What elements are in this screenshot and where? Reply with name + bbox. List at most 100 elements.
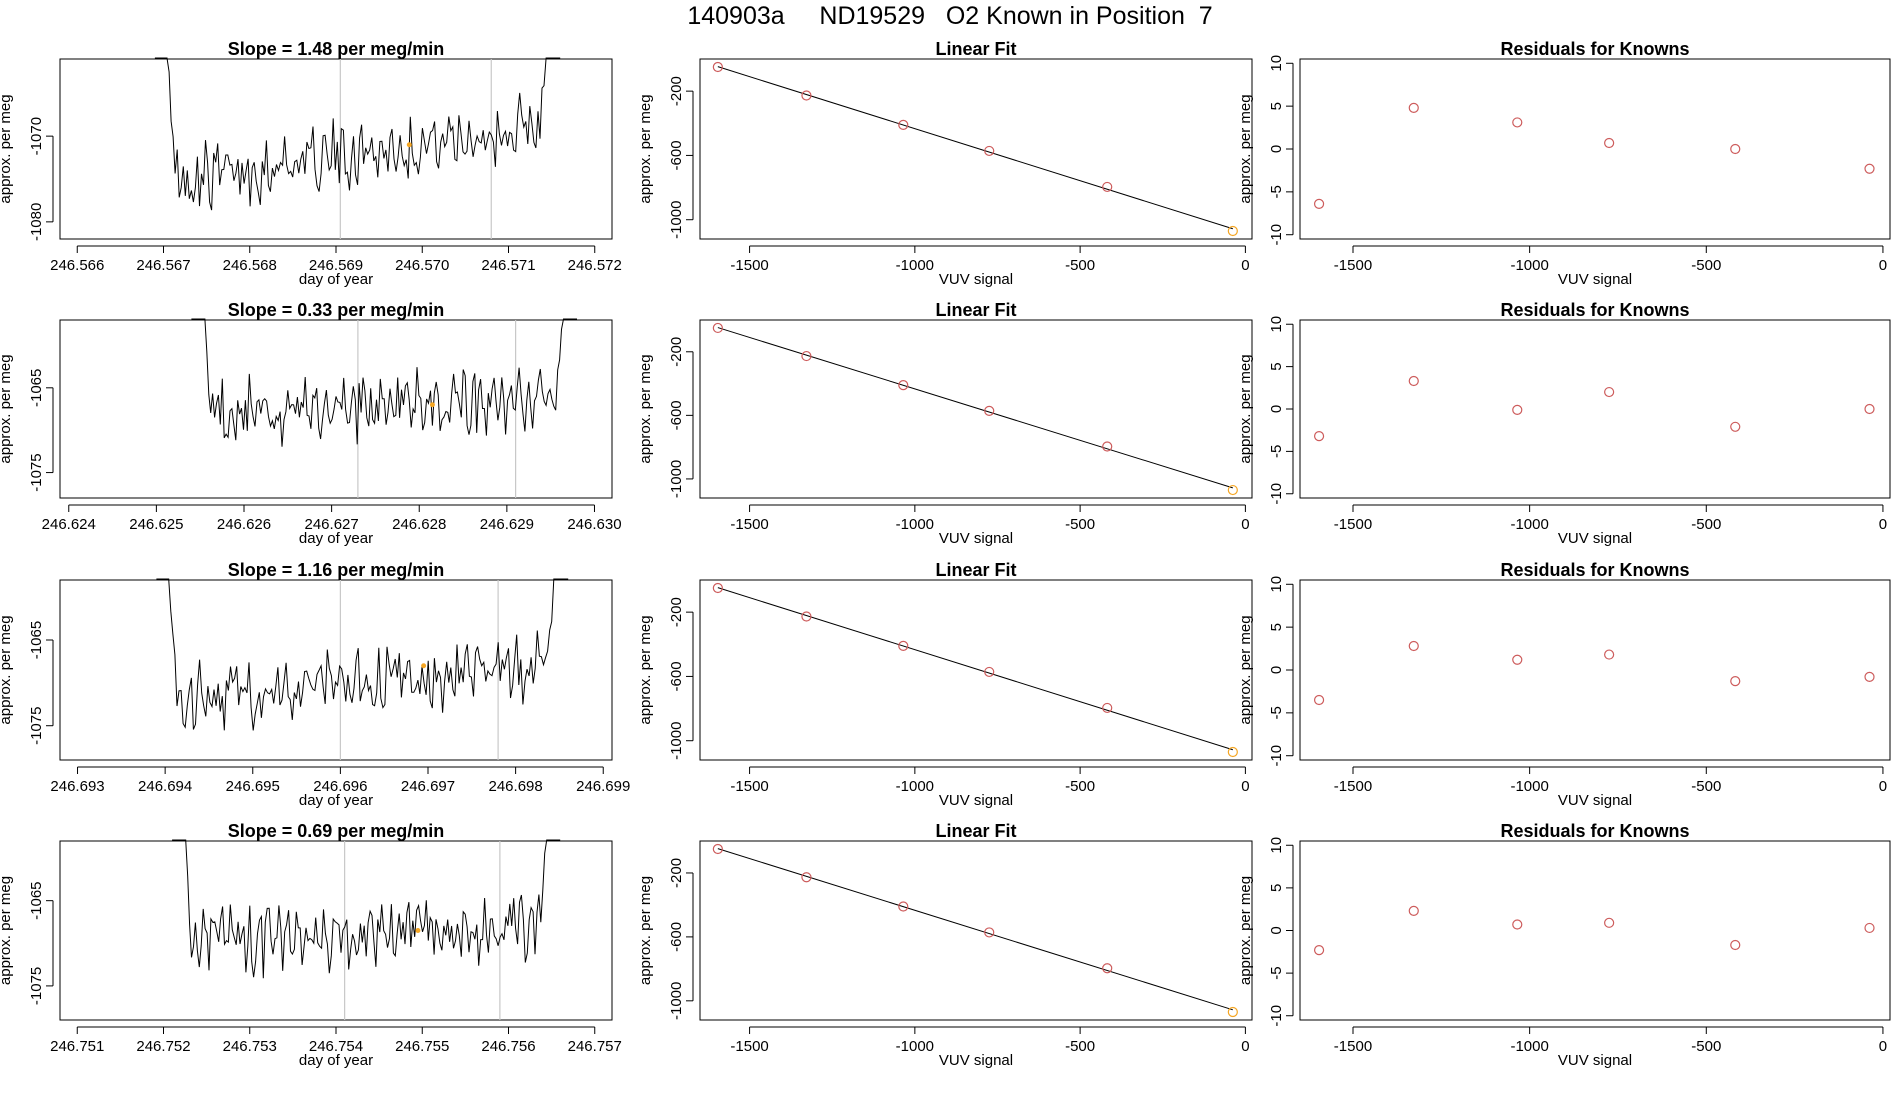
panel-4-2-y-axis-label: approx. per meg — [637, 876, 654, 985]
panel-2-2-data-point — [1102, 441, 1113, 452]
panel-3-1-x-tick-label: 246.696 — [313, 778, 367, 795]
panel-4-3-title: Residuals for Knowns — [1500, 821, 1689, 841]
panel-3-1-x-tick-label: 246.698 — [489, 778, 543, 795]
panel-3-3-y-tick-label: -5 — [1268, 706, 1285, 719]
panel-3-1-x-tick-label: 246.699 — [576, 778, 630, 795]
panel-1-2-x-tick-label: -1000 — [896, 257, 934, 274]
panel-1-2-x-tick-label: -500 — [1065, 257, 1095, 274]
panel-4-2-title: Linear Fit — [935, 821, 1016, 841]
panel-3-3-x-tick-label: -1500 — [1334, 778, 1372, 795]
panel-1-2-x-tick-label: 0 — [1241, 257, 1249, 274]
panel-4-1-x-tick-label: 246.756 — [481, 1038, 535, 1055]
panel-2-2-x-axis-label: VUV signal — [939, 530, 1013, 547]
panel-1-3-y-tick-label: -5 — [1268, 185, 1285, 198]
panel-3-1-y-tick-label: -1075 — [28, 707, 45, 745]
panel-1-1-x-tick-label: 246.570 — [395, 257, 449, 274]
panel-1-2-data-point — [712, 61, 723, 73]
panel-2-2-y-axis-label: approx. per meg — [637, 354, 654, 463]
panel-2-1-y-axis-label: approx. per meg — [0, 354, 14, 463]
panel-3-1-x-axis-label: day of year — [299, 792, 373, 809]
panel-4-1-x-tick-label: 246.754 — [309, 1038, 363, 1055]
panel-3-3-x-tick-label: -1000 — [1510, 778, 1548, 795]
panel-4-2-x-axis-label: VUV signal — [939, 1052, 1013, 1069]
panel-1-1-y-tick-label: -1080 — [28, 203, 45, 241]
panel-1-2-x-axis-label: VUV signal — [939, 271, 1013, 288]
panel-1-2-title: Linear Fit — [935, 39, 1016, 59]
panel-2-3-data-point — [1604, 386, 1615, 398]
panel-4-1-x-tick-label: 246.757 — [568, 1038, 622, 1055]
panel-1-3-data-point — [1604, 137, 1615, 149]
panel-4-1-x-tick-label: 246.755 — [395, 1038, 449, 1055]
panel-3-2-y-tick-label: -200 — [668, 597, 685, 627]
panel-1-1-x-tick-label: 246.571 — [481, 257, 535, 274]
panel-4-3-data-point — [1313, 945, 1325, 956]
panel-3-3-y-tick-label: -10 — [1268, 745, 1285, 767]
panel-1-3-x-tick-label: -1500 — [1334, 257, 1372, 274]
panel-1-1-x-tick-label: 246.568 — [223, 257, 277, 274]
panel-1-3-data-point — [1512, 117, 1523, 128]
panel-3-2-data-point — [1227, 746, 1238, 758]
panel-1-3-x-tick-label: 0 — [1879, 257, 1887, 274]
panel-4-3-y-tick-label: -5 — [1268, 966, 1285, 979]
panel-1-3-y-tick-label: -10 — [1268, 224, 1285, 246]
panel-1-2-y-tick-label: -600 — [668, 140, 685, 170]
panel-1-3-x-axis-label: VUV signal — [1558, 271, 1632, 288]
panel-4-3-data-point — [1512, 919, 1523, 930]
panel-3-3-y-tick-label: 5 — [1268, 623, 1285, 631]
panel-2-2-data-point — [1227, 484, 1238, 496]
panel-4-3-y-axis-label: approx. per meg — [1237, 876, 1254, 985]
panel-2-1-x-tick-label: 246.627 — [305, 516, 359, 533]
panel-2-2-y-tick-label: -200 — [668, 337, 685, 367]
panel-3-3-data-point — [1313, 694, 1325, 706]
panel-3-1-y-tick-label: -1065 — [28, 621, 45, 659]
panel-3-1-x-tick-label: 246.693 — [50, 778, 104, 795]
panel-2-1-x-axis-label: day of year — [299, 530, 373, 547]
panel-3-2-x-tick-label: 0 — [1241, 778, 1249, 795]
panel-3-1-trace-line — [156, 578, 569, 731]
panel-2-2-x-tick-label: 0 — [1241, 516, 1249, 533]
panel-4-1-x-tick-label: 246.753 — [223, 1038, 277, 1055]
panel-1-1-x-tick-label: 246.566 — [50, 257, 104, 274]
panel-2-3-x-tick-label: 0 — [1879, 516, 1887, 533]
panel-4-3-x-tick-label: -1500 — [1334, 1038, 1372, 1055]
panel-4-2-y-tick-label: -200 — [668, 858, 685, 888]
panel-1-3-x-tick-label: -1000 — [1510, 257, 1548, 274]
panel-1-2-data-point — [984, 145, 995, 157]
panel-4-3-data-point — [1730, 939, 1741, 951]
panel-3-1-highlight-point — [421, 663, 427, 669]
panel-1-2-y-tick-label: -200 — [668, 76, 685, 106]
panel-2-1-x-tick-label: 246.626 — [217, 516, 271, 533]
panel-1-2-y-axis-label: approx. per meg — [637, 94, 654, 203]
panel-1-3-data-point — [1730, 143, 1741, 155]
panel-4-3-x-axis-label: VUV signal — [1558, 1052, 1632, 1069]
panel-3-2-x-tick-label: -1500 — [730, 778, 768, 795]
panel-2-3-data-point — [1408, 375, 1419, 387]
panel-4-2-data-point — [1102, 963, 1113, 974]
panel-4-3-data-point — [1408, 905, 1419, 916]
panel-1-1-x-tick-label: 246.572 — [568, 257, 622, 274]
panel-3-2-y-axis-label: approx. per meg — [637, 615, 654, 724]
panel-3-3-y-tick-label: 0 — [1268, 666, 1285, 674]
panel-4-1-y-tick-label: -1065 — [28, 881, 45, 919]
panel-1-3-y-tick-label: 0 — [1268, 145, 1285, 153]
panel-2-1-trace-line — [191, 318, 577, 447]
panel-2-3-frame — [1299, 319, 1891, 499]
panel-1-2-frame — [699, 58, 1253, 240]
panel-2-1-title: Slope = 0.33 per meg/min — [228, 300, 445, 320]
panel-2-3-data-point — [1512, 404, 1523, 415]
panel-1-1-x-tick-label: 246.569 — [309, 257, 363, 274]
panel-3-1-y-axis-label: approx. per meg — [0, 615, 14, 724]
panel-1-2-data-point — [1102, 181, 1113, 193]
panel-2-2-y-tick-label: -1000 — [668, 460, 685, 498]
panel-3-1-title: Slope = 1.16 per meg/min — [228, 560, 445, 580]
panel-2-3-y-tick-label: 10 — [1268, 316, 1285, 333]
panel-2-1-x-tick-label: 246.629 — [480, 516, 534, 533]
panel-3-3-x-axis-label: VUV signal — [1558, 792, 1632, 809]
panel-4-1-trace-line — [172, 839, 561, 979]
panel-3-3-y-tick-label: 10 — [1268, 576, 1285, 593]
panel-3-3-data-point — [1512, 654, 1523, 665]
panel-2-3-y-tick-label: 0 — [1268, 405, 1285, 413]
panel-4-1-y-tick-label: -1075 — [28, 967, 45, 1005]
panel-2-3-x-axis-label: VUV signal — [1558, 530, 1632, 547]
